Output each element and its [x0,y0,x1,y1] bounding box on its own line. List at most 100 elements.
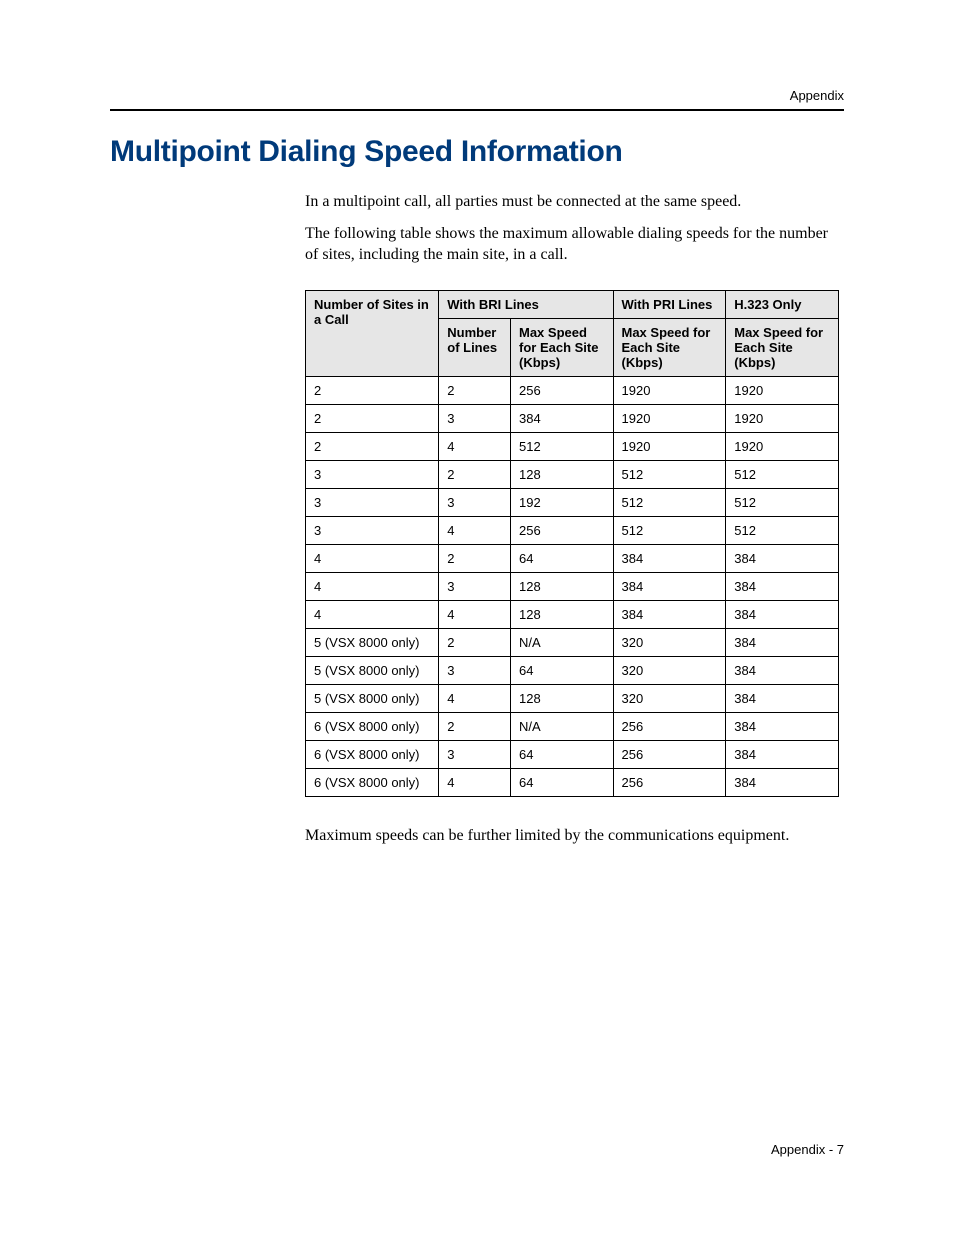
table-cell: 64 [511,740,614,768]
intro-paragraph-1: In a multipoint call, all parties must b… [305,191,844,213]
table-cell: 384 [726,768,839,796]
table-cell: 256 [511,376,614,404]
table-cell: 3 [439,404,511,432]
table-cell: N/A [511,628,614,656]
table-cell: 1920 [613,432,726,460]
table-row: 44128384384 [306,600,839,628]
table-cell: 384 [613,600,726,628]
table-cell: 6 (VSX 8000 only) [306,768,439,796]
table-cell: 5 (VSX 8000 only) [306,628,439,656]
table-row: 5 (VSX 8000 only)364320384 [306,656,839,684]
table-cell: 512 [726,460,839,488]
table-header-row-1: Number of Sites in a Call With BRI Lines… [306,290,839,318]
table-cell: 3 [439,656,511,684]
header-rule [110,109,844,111]
table-cell: 128 [511,600,614,628]
page-title: Multipoint Dialing Speed Information [110,135,844,169]
table-cell: 512 [726,516,839,544]
table-cell: 512 [726,488,839,516]
outro-paragraph: Maximum speeds can be further limited by… [305,825,844,847]
table-cell: 384 [613,544,726,572]
table-cell: 384 [726,712,839,740]
page-container: Appendix Multipoint Dialing Speed Inform… [0,0,954,1235]
table-cell: 192 [511,488,614,516]
table-cell: 256 [511,516,614,544]
table-cell: 256 [613,768,726,796]
col-pri-speed: Max Speed for Each Site (Kbps) [613,318,726,376]
table-row: 5 (VSX 8000 only)4128320384 [306,684,839,712]
table-cell: 384 [726,544,839,572]
table-cell: 384 [726,628,839,656]
col-group-h323: H.323 Only [726,290,839,318]
speed-table-head: Number of Sites in a Call With BRI Lines… [306,290,839,376]
table-cell: 4 [439,684,511,712]
speed-table-body: 2225619201920233841920192024512192019203… [306,376,839,796]
footer-right-label: Appendix - 7 [771,1142,844,1157]
table-cell: 2 [306,376,439,404]
table-row: 6 (VSX 8000 only)364256384 [306,740,839,768]
table-row: 32128512512 [306,460,839,488]
outro-text: Maximum speeds can be further limited by… [305,825,844,847]
table-row: 2338419201920 [306,404,839,432]
table-row: 6 (VSX 8000 only)464256384 [306,768,839,796]
table-row: 2451219201920 [306,432,839,460]
table-cell: N/A [511,712,614,740]
table-cell: 512 [613,460,726,488]
col-sites: Number of Sites in a Call [306,290,439,376]
table-cell: 4 [306,544,439,572]
col-bri-speed: Max Speed for Each Site (Kbps) [511,318,614,376]
table-cell: 384 [726,684,839,712]
table-cell: 3 [439,488,511,516]
table-cell: 320 [613,656,726,684]
table-cell: 384 [726,740,839,768]
table-row: 43128384384 [306,572,839,600]
table-cell: 2 [439,460,511,488]
table-cell: 1920 [726,404,839,432]
table-cell: 6 (VSX 8000 only) [306,740,439,768]
table-row: 5 (VSX 8000 only)2N/A320384 [306,628,839,656]
table-cell: 3 [306,516,439,544]
table-cell: 5 (VSX 8000 only) [306,684,439,712]
table-cell: 2 [439,628,511,656]
table-row: 4264384384 [306,544,839,572]
table-cell: 512 [613,488,726,516]
table-cell: 4 [439,432,511,460]
table-cell: 5 (VSX 8000 only) [306,656,439,684]
table-cell: 512 [511,432,614,460]
table-cell: 3 [306,460,439,488]
table-cell: 1920 [613,404,726,432]
table-row: 2225619201920 [306,376,839,404]
col-group-pri: With PRI Lines [613,290,726,318]
table-cell: 384 [726,572,839,600]
col-group-bri: With BRI Lines [439,290,613,318]
table-cell: 4 [439,768,511,796]
table-cell: 512 [613,516,726,544]
col-h323-speed: Max Speed for Each Site (Kbps) [726,318,839,376]
table-cell: 64 [511,768,614,796]
table-cell: 256 [613,712,726,740]
table-cell: 3 [306,488,439,516]
table-cell: 1920 [726,376,839,404]
intro-text: In a multipoint call, all parties must b… [305,191,844,266]
table-cell: 256 [613,740,726,768]
table-cell: 3 [439,572,511,600]
table-cell: 384 [726,600,839,628]
table-row: 33192512512 [306,488,839,516]
table-cell: 320 [613,628,726,656]
table-cell: 2 [439,544,511,572]
table-cell: 64 [511,544,614,572]
table-cell: 2 [306,432,439,460]
table-cell: 384 [613,572,726,600]
table-cell: 384 [726,656,839,684]
table-cell: 2 [306,404,439,432]
table-cell: 4 [439,600,511,628]
table-cell: 384 [511,404,614,432]
header-right-label: Appendix [110,88,844,103]
table-cell: 4 [306,572,439,600]
speed-table: Number of Sites in a Call With BRI Lines… [305,290,839,797]
table-cell: 2 [439,376,511,404]
table-cell: 128 [511,572,614,600]
table-cell: 4 [439,516,511,544]
speed-table-wrap: Number of Sites in a Call With BRI Lines… [305,290,844,797]
table-cell: 1920 [726,432,839,460]
